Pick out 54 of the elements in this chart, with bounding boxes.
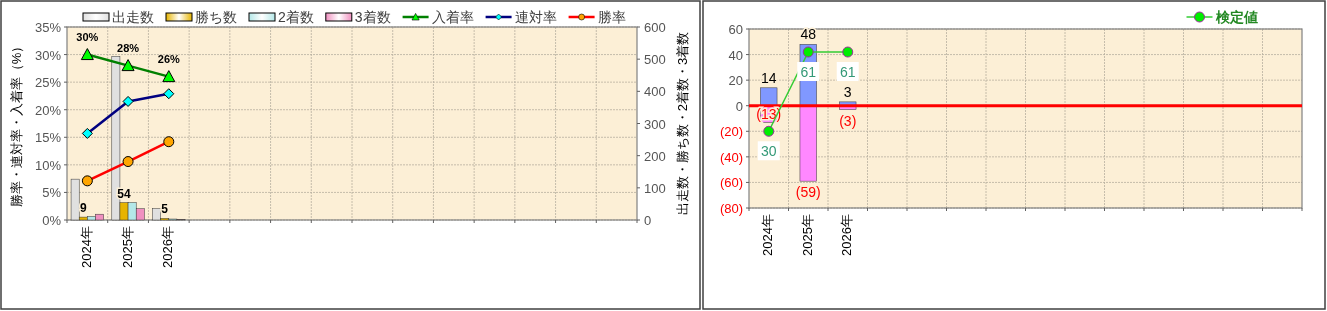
data-label: (3) (839, 112, 857, 129)
y-tick-label: 35% (34, 20, 62, 35)
data-label: 48 (800, 26, 817, 43)
y-tick-label: 10% (34, 157, 62, 173)
y-tick-label: (80) (719, 201, 743, 216)
y-tick-label: 15% (34, 130, 62, 146)
y2-tick-label: 100 (644, 180, 666, 196)
y-tick-label: (20) (719, 124, 743, 140)
bar (799, 105, 817, 182)
x-tick-label: 2026年 (839, 214, 855, 256)
legend-label: 2着数 (278, 9, 314, 25)
y-tick-label: (40) (719, 149, 743, 165)
data-label: 30% (76, 30, 99, 43)
y-tick-label: 5% (42, 185, 62, 201)
legend-label: 勝率 (597, 9, 626, 25)
data-label: 30 (760, 143, 777, 160)
x-tick-label: 2024年 (760, 214, 776, 256)
legend-label: 検定値 (1214, 9, 1258, 25)
legend-label: 入着率 (431, 9, 474, 25)
y-tick-label: 25% (34, 75, 62, 91)
legend-label: 3着数 (354, 9, 391, 25)
data-label: 14 (760, 69, 777, 86)
data-label: 61 (839, 64, 856, 81)
data-label: (59) (795, 184, 821, 201)
data-label: 26% (157, 52, 181, 65)
data-label: 28% (117, 41, 140, 54)
data-label: 9 (79, 201, 87, 216)
x-tick-label: 2024年 (78, 226, 94, 268)
legend-label: 勝ち数 (195, 9, 237, 25)
x-tick-label: 2025年 (799, 214, 815, 256)
data-label: 61 (800, 64, 817, 81)
y2-tick-label: 600 (644, 20, 666, 35)
y-tick-label: (60) (719, 175, 743, 191)
y-tick-label: 0 (735, 98, 743, 114)
y2-tick-label: 500 (644, 52, 666, 68)
y-tick-label: 40 (728, 47, 743, 63)
y-tick-label: 0% (42, 213, 62, 228)
x-tick-label: 2026年 (160, 226, 176, 268)
y2-axis-title: 出走数・勝ち数・2着数・3着数 (675, 31, 690, 216)
y2-tick-label: 300 (644, 116, 666, 132)
y2-tick-label: 400 (644, 84, 666, 100)
y2-tick-label: 0 (644, 213, 652, 228)
data-label: 3 (843, 83, 852, 100)
legend-label: 連対率 (514, 9, 557, 25)
y-tick-label: 20 (728, 73, 743, 89)
data-label: 54 (117, 186, 131, 201)
y-tick-label: 30% (34, 47, 62, 63)
data-label: 5 (161, 202, 169, 217)
y2-tick-label: 200 (644, 148, 666, 164)
y-tick-label: 20% (34, 102, 62, 118)
x-tick-label: 2025年 (119, 226, 135, 268)
y-tick-label: 60 (728, 22, 743, 37)
y-axis-title: 勝率・連対率・入着率（%） (9, 39, 24, 208)
legend-label: 出走数 (112, 9, 154, 25)
